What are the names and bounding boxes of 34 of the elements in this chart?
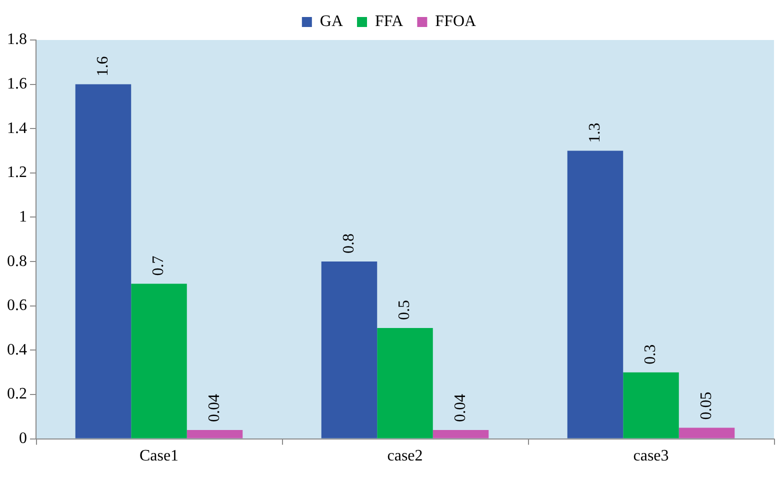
bar — [623, 372, 679, 438]
data-label: 0.05 — [698, 392, 715, 420]
y-tick-label: 0 — [19, 430, 27, 448]
data-label: 0.5 — [396, 300, 414, 320]
data-label: 1.3 — [586, 122, 604, 143]
data-label: 0.3 — [642, 344, 660, 364]
legend-label: FFA — [375, 13, 404, 30]
data-label: 0.04 — [452, 394, 469, 422]
bar — [131, 284, 187, 438]
y-tick-label: 1 — [19, 208, 27, 226]
y-tick-label: 0.8 — [7, 252, 27, 270]
legend-label: GA — [320, 13, 344, 30]
y-tick-label: 0.4 — [7, 341, 27, 358]
y-tick-label: 1.4 — [7, 120, 27, 137]
bar — [377, 328, 433, 438]
y-tick-label: 1.2 — [7, 164, 27, 182]
data-label: 0.8 — [340, 234, 358, 254]
data-label: 0.7 — [150, 256, 168, 276]
bar — [186, 430, 243, 438]
bar — [567, 150, 624, 438]
bar — [678, 428, 735, 438]
bar — [75, 84, 132, 438]
data-label: 0.04 — [206, 394, 223, 422]
x-tick-label: case2 — [387, 448, 423, 465]
y-tick-label: 0.6 — [7, 297, 27, 314]
x-tick-label: case3 — [633, 448, 669, 465]
legend-label: FFOA — [435, 13, 477, 30]
x-tick-label: Case1 — [139, 448, 179, 465]
bar — [321, 262, 378, 438]
y-tick-label: 1.8 — [7, 31, 27, 48]
bar — [432, 430, 489, 438]
y-tick-label: 1.6 — [7, 76, 27, 93]
y-tick-label: 0.2 — [7, 386, 27, 403]
data-label: 1.6 — [94, 56, 112, 76]
